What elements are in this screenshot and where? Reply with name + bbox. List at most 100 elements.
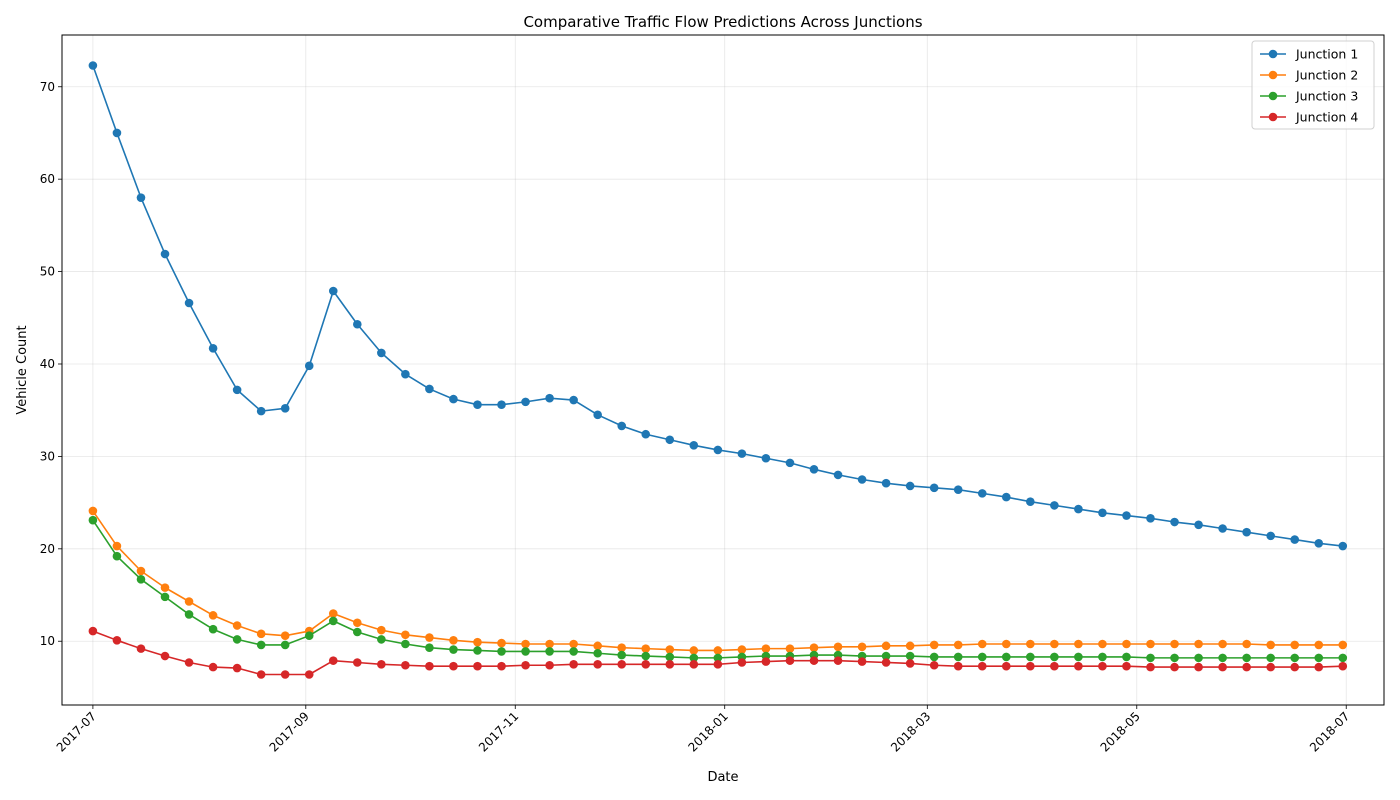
data-point bbox=[1050, 661, 1059, 671]
data-point bbox=[617, 660, 626, 669]
data-point bbox=[1242, 662, 1251, 672]
data-point bbox=[304, 670, 314, 679]
data-point bbox=[136, 644, 146, 653]
data-point bbox=[473, 661, 482, 671]
x-axis-label: Date bbox=[707, 770, 738, 785]
data-point bbox=[977, 661, 987, 671]
y-tick-label: 50 bbox=[40, 265, 55, 279]
data-point bbox=[88, 506, 98, 516]
plot-frame bbox=[61, 34, 1385, 706]
data-point bbox=[256, 670, 266, 679]
data-point bbox=[353, 618, 362, 628]
data-point bbox=[1098, 508, 1107, 518]
legend-marker bbox=[1268, 49, 1278, 59]
data-point bbox=[809, 656, 819, 665]
legend-item: Junction 4 bbox=[1260, 110, 1358, 125]
data-point bbox=[1266, 531, 1275, 541]
data-point bbox=[425, 384, 434, 394]
data-point bbox=[809, 465, 819, 474]
data-point bbox=[1026, 497, 1035, 506]
data-point bbox=[713, 445, 723, 455]
data-point bbox=[929, 483, 939, 493]
data-point bbox=[1146, 514, 1155, 523]
data-point bbox=[377, 348, 386, 358]
data-point bbox=[593, 410, 602, 420]
data-point bbox=[208, 611, 218, 620]
data-point bbox=[521, 647, 530, 656]
data-point bbox=[425, 661, 434, 671]
data-point bbox=[112, 128, 122, 138]
data-point bbox=[641, 651, 651, 661]
data-point bbox=[521, 397, 530, 407]
data-point bbox=[160, 583, 170, 592]
data-point bbox=[184, 658, 194, 667]
data-point bbox=[617, 650, 626, 660]
data-point bbox=[1266, 653, 1275, 663]
data-point bbox=[184, 298, 194, 308]
data-point bbox=[641, 429, 651, 439]
data-point bbox=[833, 656, 843, 665]
data-point bbox=[545, 639, 554, 649]
data-point bbox=[1194, 662, 1203, 672]
y-tick-label: 70 bbox=[40, 80, 55, 94]
data-point bbox=[905, 651, 915, 661]
data-point bbox=[617, 643, 626, 652]
data-point bbox=[1050, 652, 1059, 662]
legend-label: Junction 1 bbox=[1295, 47, 1358, 62]
data-point bbox=[1074, 639, 1083, 649]
data-point bbox=[1170, 653, 1179, 663]
data-point bbox=[929, 652, 939, 662]
legend-marker bbox=[1268, 70, 1278, 80]
data-point bbox=[737, 449, 747, 458]
data-point bbox=[184, 597, 194, 606]
series-junction-2 bbox=[88, 506, 1348, 655]
data-point bbox=[785, 458, 795, 468]
data-point bbox=[953, 661, 963, 671]
data-point bbox=[1170, 662, 1179, 672]
data-point bbox=[761, 644, 771, 653]
legend: Junction 1 Junction 2 Junction 3 Junction 4 bbox=[1251, 40, 1375, 130]
data-point bbox=[232, 635, 242, 644]
data-point bbox=[88, 515, 98, 525]
data-point bbox=[593, 648, 602, 658]
data-point bbox=[1218, 524, 1227, 533]
data-point bbox=[713, 653, 723, 663]
data-point bbox=[1026, 639, 1035, 649]
y-tick-label: 20 bbox=[40, 542, 55, 556]
data-point bbox=[449, 645, 458, 654]
legend-item: Junction 1 bbox=[1260, 47, 1358, 62]
data-point bbox=[689, 653, 699, 663]
data-point bbox=[833, 470, 843, 480]
data-point bbox=[1001, 652, 1011, 662]
data-point bbox=[1098, 661, 1107, 671]
data-point bbox=[569, 660, 578, 669]
data-point bbox=[1314, 653, 1324, 663]
grid bbox=[62, 35, 1384, 705]
data-point bbox=[953, 652, 963, 662]
data-point bbox=[1194, 520, 1203, 530]
data-point bbox=[353, 627, 362, 637]
data-point bbox=[1026, 652, 1035, 662]
data-point bbox=[328, 286, 338, 296]
y-axis-label: Vehicle Count bbox=[15, 325, 30, 414]
data-point bbox=[256, 629, 266, 639]
data-point bbox=[377, 625, 386, 635]
data-point bbox=[665, 435, 675, 445]
data-point bbox=[497, 647, 506, 656]
data-point bbox=[1074, 652, 1083, 662]
data-point bbox=[1170, 639, 1179, 649]
data-point bbox=[641, 644, 651, 653]
data-point bbox=[88, 626, 98, 636]
data-point bbox=[1122, 639, 1131, 649]
data-point bbox=[569, 639, 578, 649]
data-point bbox=[160, 592, 170, 602]
legend-label: Junction 3 bbox=[1295, 89, 1358, 104]
data-point bbox=[689, 646, 699, 655]
data-point bbox=[449, 394, 458, 404]
data-point bbox=[1338, 653, 1348, 663]
data-point bbox=[1242, 527, 1251, 537]
series-junction-4 bbox=[88, 626, 1348, 679]
data-point bbox=[377, 660, 386, 669]
data-point bbox=[761, 657, 771, 666]
data-point bbox=[401, 369, 410, 379]
